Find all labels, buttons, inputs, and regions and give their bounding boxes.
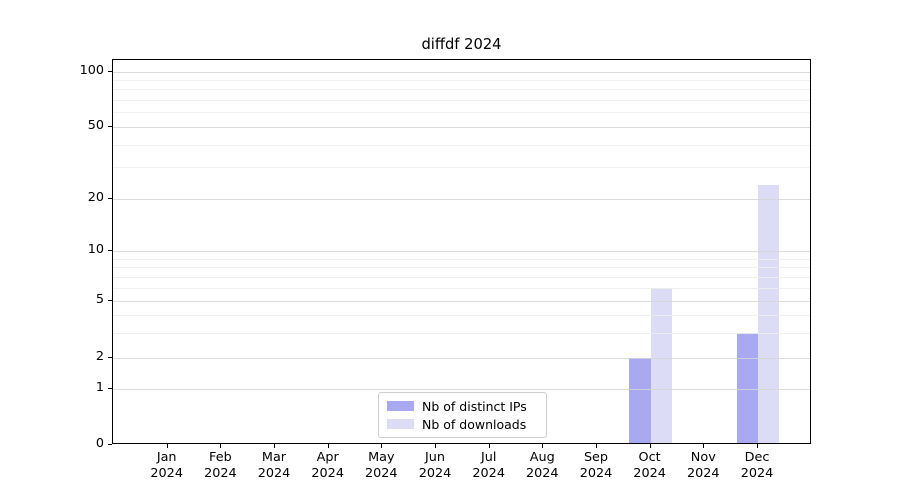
x-tick-label-apr-2024: Apr 2024 <box>311 450 344 481</box>
gridline-minor-9 <box>113 258 810 260</box>
x-tick-mark-aug <box>542 443 544 448</box>
y-tick-label-100: 100 <box>79 62 104 78</box>
legend-item-distinct-ips: Nb of distinct IPs <box>387 399 538 414</box>
x-tick-mark-sep <box>596 443 597 448</box>
gridline-minor-7 <box>113 276 810 278</box>
gridline-minor-80 <box>113 89 810 91</box>
x-tick-label-nov-2024: Nov 2024 <box>687 450 720 481</box>
x-tick-mark-may <box>381 443 383 448</box>
x-tick-label-sep-2024: Sep 2024 <box>579 450 613 481</box>
bars-layer <box>113 60 810 443</box>
gridline-minor-3 <box>113 332 810 334</box>
x-tick-mark-jul <box>488 443 490 448</box>
legend: Nb of distinct IPs Nb of downloads <box>378 392 547 438</box>
y-tick-mark-2 <box>107 356 112 358</box>
bar-dec-nb-of-downloads <box>758 184 780 443</box>
x-tick-mark-apr <box>327 443 329 448</box>
x-tick-label-dec-2024: Dec 2024 <box>740 450 774 481</box>
gridline-minor-6 <box>113 287 810 289</box>
y-tick-mark-1 <box>107 388 112 389</box>
gridline-minor-90 <box>113 79 810 81</box>
x-tick-label-jan-2024: Jan 2024 <box>150 450 183 481</box>
y-tick-label-20: 20 <box>87 190 104 205</box>
plot-area <box>112 59 811 444</box>
bar-oct-nb-of-distinct-ips <box>629 357 651 443</box>
x-tick-label-may-2024: May 2024 <box>365 450 398 481</box>
y-tick-label-10: 10 <box>87 242 104 257</box>
bar-oct-nb-of-downloads <box>650 287 672 443</box>
gridline-minor-60 <box>113 112 810 114</box>
y-tick-label-50: 50 <box>87 118 104 133</box>
x-tick-mark-mar <box>274 443 275 448</box>
gridline-minor-40 <box>113 144 810 146</box>
x-tick-mark-jun <box>435 443 436 448</box>
y-tick-mark-10 <box>107 250 112 251</box>
y-tick-label-1: 1 <box>95 380 104 395</box>
bar-dec-nb-of-distinct-ips <box>736 332 758 443</box>
y-tick-label-2: 2 <box>95 348 104 364</box>
y-tick-mark-20 <box>107 198 112 199</box>
legend-swatch-distinct-ips-icon <box>387 401 414 411</box>
gridline-major-5 <box>113 301 810 302</box>
y-tick-mark-100 <box>107 70 112 72</box>
x-tick-mark-jan <box>166 443 168 448</box>
x-tick-label-aug-2024: Aug 2024 <box>526 450 559 481</box>
gridline-minor-8 <box>113 267 810 269</box>
x-tick-label-oct-2024: Oct 2024 <box>633 450 666 481</box>
legend-label-downloads: Nb of downloads <box>422 416 527 432</box>
gridline-major-100 <box>113 71 810 73</box>
legend-item-downloads: Nb of downloads <box>387 417 538 432</box>
gridline-major-1 <box>113 389 810 390</box>
x-tick-mark-oct <box>649 443 651 448</box>
gridline-major-20 <box>113 199 810 200</box>
y-tick-mark-5 <box>107 300 112 301</box>
grid-layer <box>113 60 810 443</box>
y-tick-label-0: 0 <box>95 435 104 451</box>
gridline-minor-4 <box>113 314 810 316</box>
gridline-major-50 <box>113 127 810 128</box>
y-tick-mark-50 <box>107 126 112 127</box>
gridline-major-10 <box>113 251 810 252</box>
x-tick-label-feb-2024: Feb 2024 <box>204 450 237 481</box>
x-tick-mark-dec <box>757 443 758 448</box>
gridline-minor-30 <box>113 167 810 169</box>
x-tick-label-jun-2024: Jun 2024 <box>418 450 452 481</box>
y-tick-label-5: 5 <box>95 292 104 307</box>
gridline-major-2 <box>113 357 810 359</box>
x-tick-label-mar-2024: Mar 2024 <box>257 450 291 481</box>
y-tick-mark-0 <box>107 443 112 445</box>
chart-title: diffdf 2024 <box>421 36 502 53</box>
x-tick-mark-nov <box>703 443 705 448</box>
x-tick-mark-feb <box>220 443 222 448</box>
legend-swatch-downloads-icon <box>387 419 414 429</box>
gridline-minor-70 <box>113 100 810 102</box>
legend-label-distinct-ips: Nb of distinct IPs <box>422 398 527 414</box>
x-tick-label-jul-2024: Jul 2024 <box>472 450 505 481</box>
